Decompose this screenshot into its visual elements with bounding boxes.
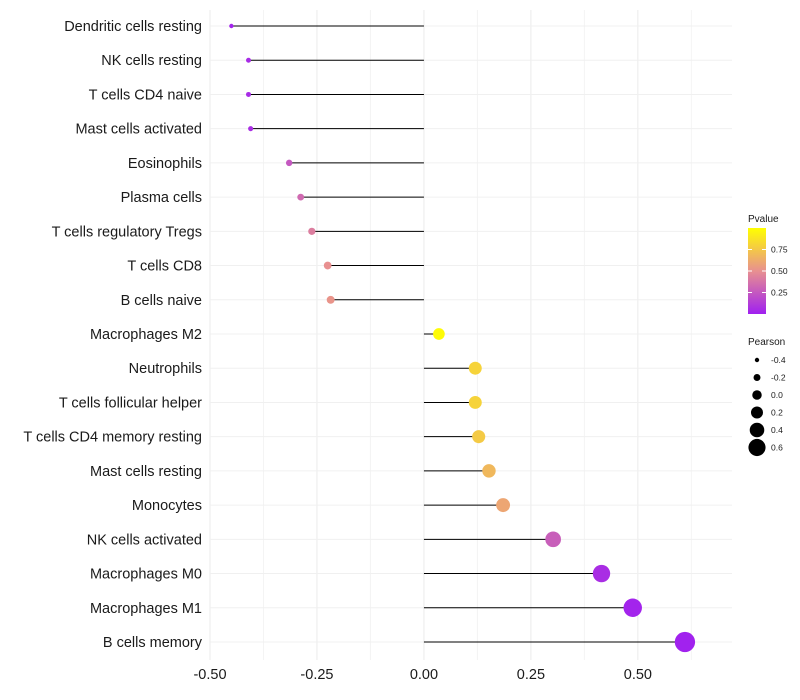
category-label: Macrophages M2 <box>90 327 202 343</box>
pearson-legend: Pearson -0.4 -0.2 0.0 0.2 0.4 0.6 <box>748 337 786 457</box>
x-tick-label: -0.50 <box>193 667 226 683</box>
category-label: Eosinophils <box>128 156 202 172</box>
category-label: Mast cells resting <box>90 464 202 480</box>
category-label: T cells CD8 <box>127 259 202 275</box>
pvalue-legend-ticks: 0.25 0.50 0.75 <box>748 245 788 298</box>
pearson-size-label: 0.6 <box>771 443 783 453</box>
pvalue-tick-label: 0.25 <box>771 288 788 298</box>
pearson-size-label: 0.4 <box>771 425 783 435</box>
x-tick-label: 0.00 <box>410 667 438 683</box>
pearson-size-key <box>750 406 764 419</box>
lollipop-point <box>246 57 252 63</box>
category-label: B cells naive <box>121 293 202 309</box>
x-axis-tick-labels: -0.50 -0.25 0.00 0.25 0.50 <box>193 667 652 683</box>
lollipop-point <box>297 193 305 201</box>
lollipop-point <box>323 261 332 270</box>
category-label: Neutrophils <box>129 361 202 377</box>
lollipop-point <box>496 498 511 513</box>
category-label: Macrophages M1 <box>90 601 202 617</box>
lollipop-point <box>674 631 696 653</box>
lollipop-point <box>472 430 486 444</box>
x-tick-label: 0.50 <box>624 667 652 683</box>
pearson-size-label: 0.2 <box>771 408 783 418</box>
lollipop-point <box>308 227 316 235</box>
pearson-legend-title: Pearson <box>748 337 785 348</box>
lollipop-point <box>248 126 254 132</box>
pearson-size-key <box>752 390 762 400</box>
pearson-size-label: -0.4 <box>771 355 786 365</box>
lollipop-point <box>623 598 642 618</box>
category-label: T cells CD4 naive <box>89 87 202 103</box>
lollipop-point <box>285 159 293 167</box>
x-tick-label: 0.25 <box>517 667 545 683</box>
pvalue-tick-label: 0.50 <box>771 266 788 276</box>
lollipop-point <box>592 564 611 583</box>
pearson-size-label: -0.2 <box>771 373 786 383</box>
pvalue-tick-label: 0.75 <box>771 245 788 255</box>
lollipop-point <box>468 395 482 409</box>
lollipop-point <box>482 464 496 478</box>
pearson-size-key <box>753 374 761 381</box>
lollipop-point <box>326 295 335 304</box>
lollipop-points <box>229 23 696 653</box>
pvalue-legend: Pvalue 0.25 0.50 0.75 <box>748 214 788 314</box>
pearson-size-key <box>748 438 766 457</box>
category-label: Dendritic cells resting <box>64 19 202 35</box>
pvalue-colorbar <box>748 228 766 314</box>
pearson-legend-keys: -0.4 -0.2 0.0 0.2 0.4 0.6 <box>748 355 786 457</box>
category-label: T cells CD4 memory resting <box>23 430 202 446</box>
category-label: NK cells resting <box>101 53 202 69</box>
lollipop-point <box>433 328 445 340</box>
y-axis-category-labels: Dendritic cells resting NK cells resting T… <box>23 19 202 651</box>
category-label: Monocytes <box>132 498 202 514</box>
lollipop-point <box>468 361 482 375</box>
category-label: T cells regulatory Tregs <box>52 224 202 240</box>
category-label: T cells follicular helper <box>59 395 202 411</box>
lollipop-point <box>545 531 561 548</box>
category-label: B cells memory <box>103 635 203 651</box>
pearson-size-label: 0.0 <box>771 390 783 400</box>
lollipop-point <box>229 23 234 29</box>
pearson-size-key <box>749 422 765 438</box>
grid-lines <box>209 10 732 660</box>
lollipop-point <box>246 91 252 97</box>
pearson-size-key <box>754 357 760 363</box>
category-label: Mast cells activated <box>75 122 202 138</box>
pvalue-legend-title: Pvalue <box>748 214 779 225</box>
category-label: Macrophages M0 <box>90 567 202 583</box>
category-label: NK cells activated <box>87 532 202 548</box>
x-tick-label: -0.25 <box>300 667 333 683</box>
category-label: Plasma cells <box>121 190 202 206</box>
